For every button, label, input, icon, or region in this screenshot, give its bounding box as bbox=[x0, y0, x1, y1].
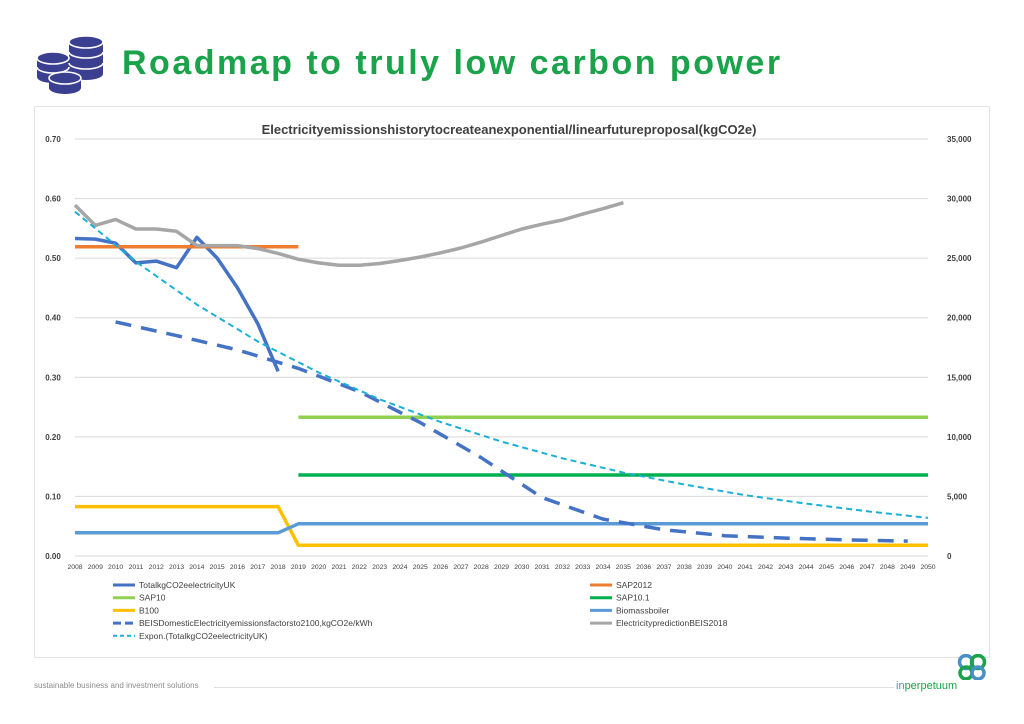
y-left-tick-label: 0.60 bbox=[45, 195, 61, 204]
legend-label: SAP10.1 bbox=[616, 593, 650, 603]
page-title: Roadmap to truly low carbon power bbox=[122, 44, 783, 83]
x-tick-label: 2008 bbox=[67, 564, 82, 571]
y-left-tick-label: 0.00 bbox=[45, 552, 61, 561]
brand-name: inperpetuum bbox=[896, 680, 957, 692]
x-tick-label: 2025 bbox=[413, 564, 428, 571]
y-right-tick-label: 35,000 bbox=[947, 135, 972, 144]
x-tick-label: 2016 bbox=[230, 564, 245, 571]
x-tick-label: 2032 bbox=[555, 564, 570, 571]
x-tick-label: 2031 bbox=[535, 564, 550, 571]
x-tick-label: 2044 bbox=[799, 564, 814, 571]
y-left-tick-label: 0.20 bbox=[45, 433, 61, 442]
x-tick-label: 2023 bbox=[372, 564, 387, 571]
x-tick-label: 2039 bbox=[697, 564, 712, 571]
x-tick-label: 2024 bbox=[392, 564, 407, 571]
y-right-tick-label: 0 bbox=[947, 552, 952, 561]
x-tick-label: 2037 bbox=[656, 564, 671, 571]
x-tick-label: 2036 bbox=[636, 564, 651, 571]
x-tick-label: 2033 bbox=[575, 564, 590, 571]
legend-label: ElectricitypredictionBEIS2018 bbox=[616, 618, 728, 628]
x-tick-label: 2013 bbox=[169, 564, 184, 571]
x-tick-label: 2015 bbox=[210, 564, 225, 571]
y-left-tick-label: 0.50 bbox=[45, 254, 61, 263]
footer-tagline: sustainable business and investment solu… bbox=[34, 681, 199, 690]
x-tick-label: 2010 bbox=[108, 564, 123, 571]
brand-accent: perpetuum bbox=[905, 680, 958, 692]
x-tick-label: 2017 bbox=[250, 564, 265, 571]
y-right-tick-label: 30,000 bbox=[947, 195, 972, 204]
x-tick-label: 2022 bbox=[352, 564, 367, 571]
x-tick-label: 2026 bbox=[433, 564, 448, 571]
y-left-tick-label: 0.30 bbox=[45, 373, 61, 382]
legend-label: BEISDomesticElectricityemissionsfact… bbox=[139, 618, 373, 628]
x-tick-label: 2014 bbox=[189, 564, 204, 571]
x-tick-label: 2034 bbox=[595, 564, 610, 571]
x-tick-label: 2048 bbox=[880, 564, 895, 571]
x-tick-label: 2035 bbox=[616, 564, 631, 571]
brand: inperpetuum bbox=[896, 654, 992, 700]
x-tick-label: 2011 bbox=[129, 564, 144, 571]
footer-divider bbox=[214, 687, 894, 688]
legend-label: B100 bbox=[139, 605, 159, 615]
y-right-tick-label: 15,000 bbox=[947, 373, 972, 382]
legend-label: SAP2012 bbox=[616, 580, 652, 590]
x-tick-label: 2030 bbox=[514, 564, 529, 571]
x-tick-label: 2019 bbox=[291, 564, 306, 571]
x-tick-label: 2009 bbox=[88, 564, 103, 571]
interlocking-rings-icon bbox=[956, 654, 988, 680]
legend-label: Expon.(TotalkgCO2eelectricityUK) bbox=[139, 631, 268, 641]
x-tick-label: 2040 bbox=[717, 564, 732, 571]
x-tick-label: 2012 bbox=[149, 564, 164, 571]
chart-area: Electricityemissionshistorytocreate… bbox=[34, 106, 990, 658]
x-tick-label: 2047 bbox=[860, 564, 875, 571]
emissions-chart: Electricityemissionshistorytocreate… bbox=[35, 107, 989, 657]
x-tick-label: 2043 bbox=[778, 564, 793, 571]
legend-label: Biomassboiler bbox=[616, 605, 670, 615]
x-tick-label: 2021 bbox=[331, 564, 346, 571]
chart-title: Electricityemissionshistorytocreate… bbox=[262, 122, 757, 137]
x-tick-label: 2049 bbox=[900, 564, 915, 571]
y-left-tick-label: 0.10 bbox=[45, 492, 61, 501]
legend-label: TotalkgCO2eelectricityUK bbox=[139, 580, 236, 590]
y-right-tick-label: 20,000 bbox=[947, 314, 972, 323]
x-tick-label: 2018 bbox=[271, 564, 286, 571]
series-line-6 bbox=[75, 524, 928, 533]
y-right-tick-label: 25,000 bbox=[947, 254, 972, 263]
coin-stack-icon bbox=[34, 34, 110, 96]
x-tick-label: 2038 bbox=[677, 564, 692, 571]
y-right-tick-label: 10,000 bbox=[947, 433, 972, 442]
y-left-tick-label: 0.40 bbox=[45, 314, 61, 323]
x-tick-label: 2050 bbox=[920, 564, 935, 571]
x-tick-label: 2042 bbox=[758, 564, 773, 571]
series-line-8 bbox=[75, 203, 623, 266]
x-tick-label: 2029 bbox=[494, 564, 509, 571]
y-right-tick-label: 5,000 bbox=[947, 492, 968, 501]
brand-prefix: in bbox=[896, 680, 905, 692]
x-tick-label: 2028 bbox=[474, 564, 489, 571]
x-tick-label: 2027 bbox=[453, 564, 468, 571]
legend-label: SAP10 bbox=[139, 593, 166, 603]
x-tick-label: 2041 bbox=[738, 564, 753, 571]
x-tick-label: 2046 bbox=[839, 564, 854, 571]
y-left-tick-label: 0.70 bbox=[45, 135, 61, 144]
x-tick-label: 2020 bbox=[311, 564, 326, 571]
x-tick-label: 2045 bbox=[819, 564, 834, 571]
